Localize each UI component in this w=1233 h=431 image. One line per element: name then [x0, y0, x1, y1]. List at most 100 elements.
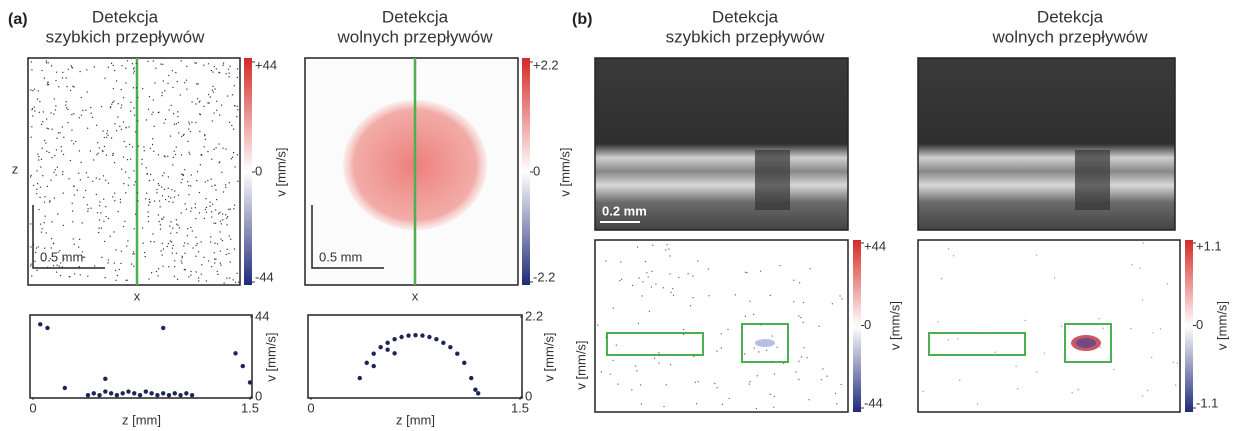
speckle: [122, 97, 125, 99]
speckle: [198, 101, 200, 103]
panel-title: Detekcja: [1037, 7, 1104, 26]
speckle: [122, 225, 125, 228]
speckle: [650, 286, 653, 288]
speckle: [195, 236, 197, 238]
speckle: [647, 276, 649, 278]
speckle: [162, 80, 164, 82]
speckle: [80, 161, 82, 163]
speckle: [47, 82, 49, 84]
colorbar-label: v [mm/s]: [557, 147, 572, 196]
speckle: [55, 174, 57, 176]
speckle: [157, 183, 159, 185]
speckle: [48, 151, 50, 154]
speckle: [69, 160, 71, 162]
speckle: [215, 147, 217, 149]
speckle: [109, 107, 111, 109]
speckle: [198, 212, 201, 214]
speckle: [168, 266, 170, 268]
speckle: [57, 251, 59, 253]
speckle: [230, 238, 232, 240]
speckle: [151, 113, 153, 116]
speckle: [749, 381, 751, 383]
speckle: [50, 237, 53, 240]
speckle: [771, 335, 773, 337]
speckle: [123, 183, 125, 185]
speckle: [818, 325, 820, 327]
colorbar-tick-label: 0: [1196, 317, 1203, 332]
speckle: [78, 117, 80, 119]
speckle: [62, 71, 64, 74]
speckle: [31, 109, 33, 111]
speckle: [188, 151, 190, 153]
speckle: [51, 128, 53, 130]
colorbar-tick-label: 0: [255, 163, 262, 178]
speckle: [1054, 277, 1056, 279]
speckle: [773, 373, 776, 375]
speckle: [124, 220, 126, 223]
speckle: [692, 296, 694, 299]
speckle: [798, 315, 800, 317]
speckle: [126, 60, 129, 62]
speckle: [670, 291, 672, 293]
speckle: [222, 219, 224, 221]
speckle: [164, 156, 166, 158]
speckle: [191, 230, 193, 232]
speckle: [107, 217, 110, 220]
speckle: [103, 145, 106, 148]
speckle: [73, 243, 75, 245]
speckle: [72, 221, 74, 223]
speckle: [145, 198, 147, 200]
speckle: [31, 108, 34, 110]
speckle: [79, 238, 81, 240]
point: [399, 334, 404, 340]
speckle: [225, 148, 227, 150]
speckle: [37, 153, 39, 155]
speckle: [200, 273, 202, 275]
speckle: [113, 100, 115, 102]
speckle: [51, 221, 53, 223]
point: [155, 392, 160, 398]
speckle: [225, 73, 227, 75]
speckle: [43, 139, 46, 142]
speckle: [58, 86, 60, 88]
speckle: [52, 243, 55, 245]
speckle: [142, 242, 144, 244]
point: [392, 336, 397, 342]
speckle: [107, 134, 109, 136]
speckle: [103, 198, 105, 200]
speckle: [1099, 346, 1101, 348]
speckle: [126, 279, 128, 281]
point: [371, 363, 376, 369]
speckle: [121, 168, 123, 170]
speckle: [38, 111, 41, 113]
speckle: [61, 126, 63, 128]
decoration: [27, 57, 1193, 413]
speckle: [1071, 392, 1073, 394]
speckle: [213, 252, 215, 254]
point: [420, 333, 425, 338]
speckle: [75, 140, 77, 143]
speckle: [71, 202, 73, 204]
speckle: [72, 238, 74, 240]
speckle: [134, 181, 137, 183]
speckle: [125, 127, 127, 129]
speckle: [125, 171, 127, 173]
speckle: [207, 150, 209, 153]
speckle: [226, 248, 228, 250]
speckle: [218, 71, 220, 73]
speckle: [658, 354, 660, 356]
speckle: [177, 115, 179, 118]
speckle: [46, 127, 48, 129]
speckle: [132, 253, 134, 255]
speckle: [214, 88, 216, 90]
speckle: [148, 220, 150, 223]
speckle: [172, 86, 174, 89]
point: [378, 344, 383, 350]
speckle: [233, 128, 235, 130]
speckle: [54, 154, 56, 157]
speckle: [229, 65, 231, 67]
speckle: [168, 74, 170, 77]
point: [143, 389, 149, 394]
speckle: [46, 150, 48, 152]
speckle: [38, 159, 40, 161]
